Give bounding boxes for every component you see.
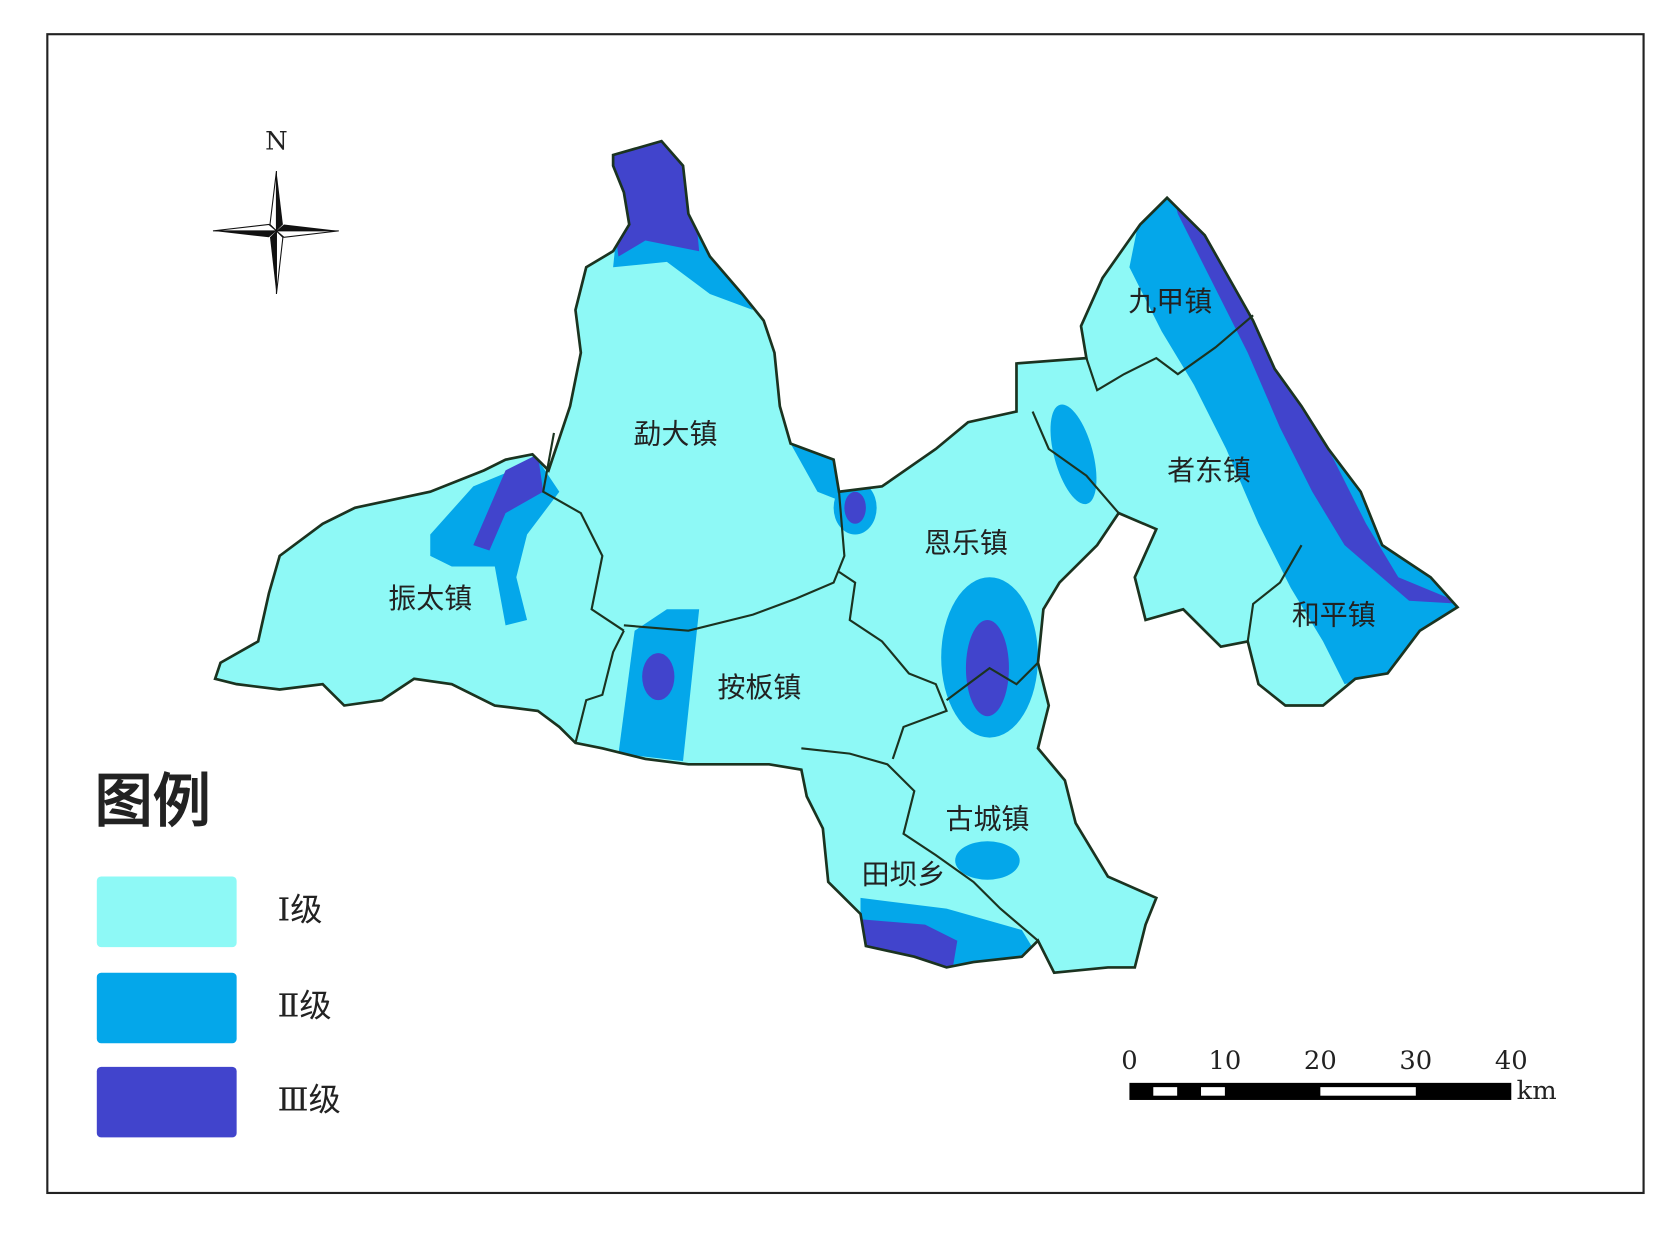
north-label: N: [265, 127, 288, 157]
town-label: 勐大镇: [634, 418, 718, 451]
zones: [430, 141, 1458, 973]
boundary: [542, 432, 625, 632]
scale-gap: [1201, 1087, 1225, 1096]
legend-title: 图例: [95, 767, 211, 835]
zone: [955, 841, 1020, 880]
zone: [430, 459, 560, 626]
scale-gap: [1320, 1087, 1416, 1096]
boundary: [1085, 314, 1254, 392]
zone: [790, 443, 845, 503]
legend-label: Ⅱ级: [278, 987, 332, 1025]
region-outline: [213, 139, 1460, 975]
legend-label: Ⅲ级: [278, 1081, 341, 1119]
town-label: 古城镇: [945, 803, 1029, 836]
zone: [642, 653, 675, 701]
scale-tick-label: 0: [1121, 1046, 1137, 1076]
region-fill: [215, 141, 1458, 973]
compass: N: [212, 127, 339, 295]
scale-unit: km: [1517, 1076, 1557, 1106]
boundary: [1031, 411, 1120, 514]
boundary: [945, 662, 1039, 702]
boundary: [574, 630, 625, 744]
town-label: 按板镇: [717, 671, 801, 704]
scale-tick-label: 30: [1399, 1046, 1432, 1076]
legend-swatch: [96, 876, 237, 948]
zone: [1050, 404, 1097, 505]
boundary: [838, 571, 948, 760]
boundary: [801, 747, 1039, 942]
zone: [844, 491, 866, 524]
town-label: 者东镇: [1167, 454, 1251, 487]
scale-tick-label: 20: [1304, 1046, 1337, 1076]
scale-tick-label: 40: [1495, 1046, 1528, 1076]
boundary: [1246, 544, 1303, 642]
town-label: 田坝乡: [862, 858, 946, 891]
legend-swatch: [96, 1066, 237, 1138]
town-label: 恩乐镇: [924, 527, 1008, 560]
zone: [965, 620, 1009, 717]
town-label: 和平镇: [1292, 598, 1376, 631]
town-label: 九甲镇: [1128, 285, 1212, 318]
legend-swatch: [96, 972, 237, 1044]
town-label: 振太镇: [388, 582, 472, 615]
scale-tick-label: 10: [1208, 1046, 1241, 1076]
scale-gap: [1153, 1087, 1178, 1096]
boundary: [623, 491, 846, 632]
zone: [473, 454, 544, 551]
legend-label: Ⅰ级: [278, 890, 323, 928]
